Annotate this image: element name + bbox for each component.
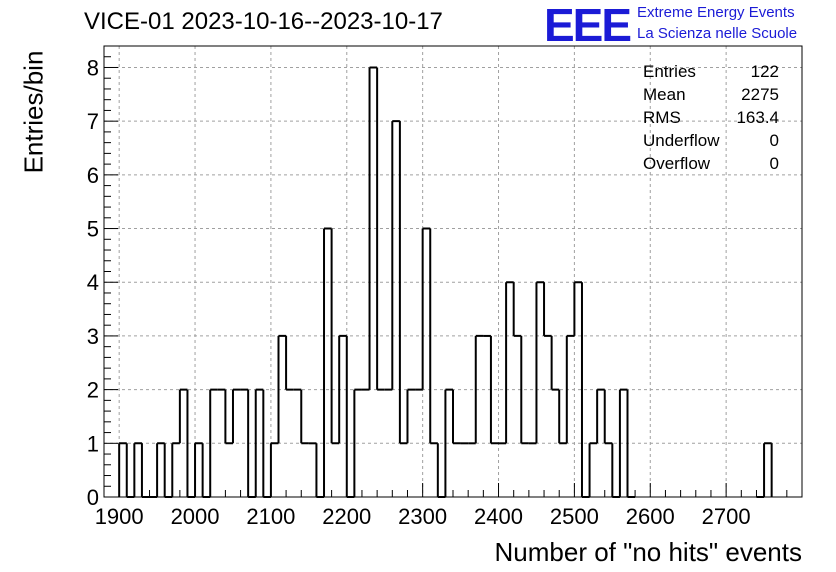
histogram-bin <box>323 227 332 497</box>
histogram-bin <box>550 335 560 391</box>
histogram-bin <box>596 388 605 444</box>
stat-label: Overflow <box>643 154 711 173</box>
histogram-bin <box>452 389 461 445</box>
stat-mean: Mean 2275 <box>643 83 779 106</box>
histogram-bin <box>171 442 180 497</box>
y-tick-label: 6 <box>87 163 99 188</box>
logo-line-1: Extreme Energy Events <box>637 4 795 21</box>
x-tick-label: 2000 <box>171 504 220 529</box>
chart-title: VICE-01 2023-10-16--2023-10-17 <box>84 8 443 35</box>
stat-value: 2275 <box>741 85 779 104</box>
histogram-bin <box>338 334 347 444</box>
x-tick-label: 2300 <box>398 504 447 529</box>
histogram-bin <box>474 334 484 444</box>
histogram-bin <box>520 335 529 445</box>
x-tick-label: 2700 <box>702 504 751 529</box>
x-tick-label: 2500 <box>550 504 599 529</box>
x-axis-label: Number of "no hits" events <box>494 537 803 567</box>
histogram-bin <box>512 282 522 337</box>
stat-entries: Entries 122 <box>643 60 779 83</box>
histogram-bin <box>398 121 408 445</box>
y-tick-label: 4 <box>87 270 99 295</box>
stat-label: RMS <box>643 108 681 127</box>
histogram-bin <box>421 227 431 390</box>
histogram-bin <box>133 442 142 497</box>
histogram-bin <box>535 281 545 444</box>
histogram-bin <box>611 443 620 498</box>
histogram-bin <box>505 281 514 444</box>
histogram-bin <box>391 120 400 390</box>
histogram-bin <box>118 442 127 497</box>
histogram-bin <box>406 388 416 444</box>
stat-underflow: Underflow 0 <box>643 129 779 152</box>
histogram-bin <box>163 443 173 498</box>
stat-value: 0 <box>769 154 779 173</box>
y-tick-label: 0 <box>87 485 99 510</box>
y-tick-label: 7 <box>87 109 99 134</box>
histogram-bin <box>156 442 165 497</box>
x-tick-label: 1900 <box>95 504 144 529</box>
stat-label: Entries <box>643 62 696 81</box>
histogram-bin <box>429 228 438 445</box>
histogram-bin <box>140 443 150 498</box>
histogram-bin <box>558 389 567 445</box>
histogram-bin <box>489 335 499 445</box>
histogram-bin <box>565 334 575 444</box>
histogram-bin <box>376 67 385 391</box>
histogram-bin <box>330 228 340 445</box>
histogram-bin <box>224 389 233 445</box>
tick-labels: 1900 2000 2100 2200 2300 2400 2500 2600 2700 0 1 2 3… <box>87 55 751 529</box>
logo-line-2: La Scienza nelle Scuole <box>637 25 798 42</box>
x-tick-label: 2100 <box>246 504 295 529</box>
y-tick-label: 2 <box>87 378 99 403</box>
y-tick-label: 1 <box>87 431 99 456</box>
stat-value: 0 <box>769 131 779 150</box>
histogram-bin <box>125 443 135 498</box>
stat-rms: RMS 163.4 <box>643 106 779 129</box>
x-tick-label: 2200 <box>322 504 371 529</box>
histogram-bin <box>254 388 264 497</box>
stat-label: Underflow <box>643 131 720 150</box>
histogram-bin <box>209 388 218 497</box>
histogram-bin <box>436 443 446 498</box>
y-tick-label: 8 <box>87 55 99 80</box>
histogram-bin <box>285 335 294 391</box>
histogram-bin <box>368 66 378 390</box>
histogram-bin <box>573 281 582 336</box>
histogram-bin <box>588 442 598 497</box>
stat-label: Mean <box>643 85 686 104</box>
x-tick-label: 2400 <box>474 504 523 529</box>
histogram-bin <box>231 388 241 444</box>
histogram-bin <box>269 442 279 497</box>
axes <box>103 45 803 498</box>
histogram-bin <box>603 389 613 445</box>
stats-box: Entries 122 Mean 2275 RMS 163.4 Underflo… <box>643 60 779 175</box>
y-tick-label: 3 <box>87 324 99 349</box>
histogram-bin <box>763 442 773 497</box>
histogram-bin <box>444 388 453 497</box>
histogram-bin <box>277 334 287 444</box>
histogram-bin <box>300 389 309 445</box>
stat-value: 122 <box>750 62 779 81</box>
y-tick-label: 5 <box>87 217 99 242</box>
histogram-bin <box>353 388 362 497</box>
stat-overflow: Overflow 0 <box>643 152 779 175</box>
histogram-bin <box>315 443 325 498</box>
histogram-bin <box>543 282 552 337</box>
histogram-bin <box>194 442 203 497</box>
histogram-bin <box>618 388 628 497</box>
histogram-bin <box>201 443 211 498</box>
histogram-bin <box>178 388 188 444</box>
x-tick-label: 2600 <box>626 504 675 529</box>
histogram-bin <box>345 335 355 498</box>
eee-logo: EEE <box>544 0 632 51</box>
stat-value: 163.4 <box>736 108 779 127</box>
